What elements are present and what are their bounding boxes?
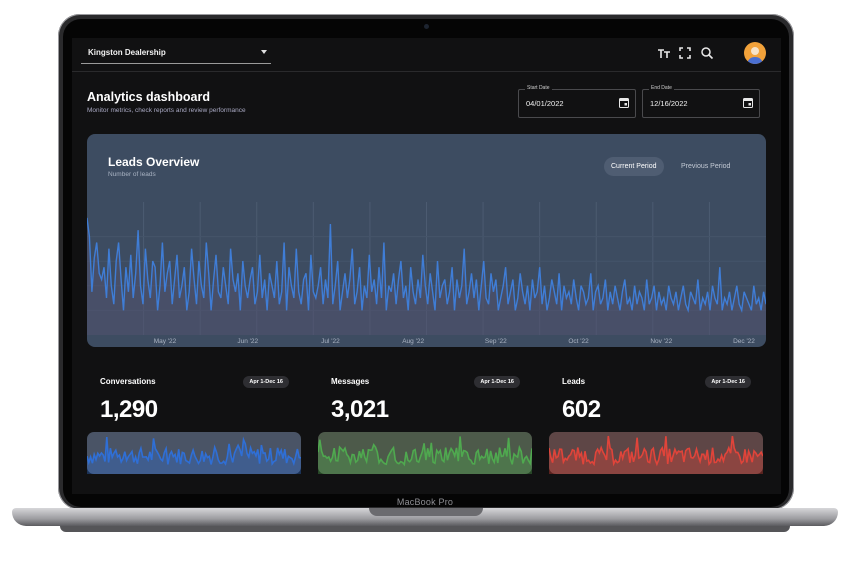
fullscreen-icon[interactable] [678,46,692,60]
laptop-foot [60,526,790,532]
date-range-badge: Apr 1-Dec 16 [474,376,520,388]
page-subtitle: Monitor metrics, check reports and revie… [87,107,246,114]
x-tick-label: Dec '22 [733,338,755,345]
stat-card-leads: Leads Apr 1-Dec 16 602 [549,376,763,474]
x-tick-label: Sep '22 [485,338,507,345]
sparkline-line [318,436,532,467]
stat-value: 602 [562,396,601,423]
sparkline-line [549,435,763,467]
laptop-notch [369,508,483,516]
dealership-select-value: Kingston Dealership [88,48,166,57]
app-screen: Kingston Dealership Analytics dashboard … [72,38,781,494]
stat-value: 1,290 [100,396,158,423]
x-tick-label: Oct '22 [568,338,589,345]
end-date-field[interactable]: End Date 12/16/2022 [642,85,760,118]
x-tick-label: Jul '22 [321,338,340,345]
top-bar: Kingston Dealership [72,38,781,72]
x-tick-label: Jun '22 [237,338,258,345]
start-date-field[interactable]: Start Date 04/01/2022 [518,85,636,118]
sparkline-leads [549,432,763,474]
x-tick-label: May '22 [154,338,177,345]
stat-card-messages: Messages Apr 1-Dec 16 3,021 [318,376,532,474]
leads-line [87,217,766,314]
leads-overview-title: Leads Overview [108,155,200,169]
stat-title: Conversations [100,377,156,386]
stat-title: Leads [562,377,586,386]
stat-title: Messages [331,377,370,386]
start-date-value: 04/01/2022 [526,99,564,108]
leads-area [87,217,766,335]
end-date-label: End Date [649,85,674,91]
leads-overview-subtitle: Number of leads [108,171,156,178]
sparkline-messages [318,432,532,474]
current-period-toggle[interactable]: Current Period [604,157,664,176]
device-model-label: MacBook Pro [396,497,454,507]
stat-value: 3,021 [331,396,389,423]
leads-chart: May '22 Jun '22 Jul '22 Aug '22 Sep '22 Oct '… [87,202,766,345]
stat-card-conversations: Conversations Apr 1-Dec 16 1,290 [87,376,301,474]
leads-overview-card: Leads Overview Number of leads Current P… [87,134,766,347]
search-icon[interactable] [700,46,714,60]
start-date-label: Start Date [525,85,552,91]
end-date-value: 12/16/2022 [650,99,688,108]
calendar-icon[interactable] [743,97,753,108]
calendar-icon[interactable] [619,97,629,108]
page-title: Analytics dashboard [87,90,210,104]
chevron-down-icon [261,50,267,54]
x-tick-label: Aug '22 [402,338,424,345]
dealership-select[interactable]: Kingston Dealership [81,45,271,64]
sparkline-line [87,436,301,467]
date-range-badge: Apr 1-Dec 16 [243,376,289,388]
sparkline-conversations [87,432,301,474]
previous-period-toggle[interactable]: Previous Period [681,163,731,170]
x-tick-label: Nov '22 [650,338,672,345]
user-avatar[interactable] [744,42,766,64]
date-range-badge: Apr 1-Dec 16 [705,376,751,388]
text-size-icon[interactable] [657,46,671,60]
laptop-base [12,508,838,526]
camera-icon [424,24,429,29]
